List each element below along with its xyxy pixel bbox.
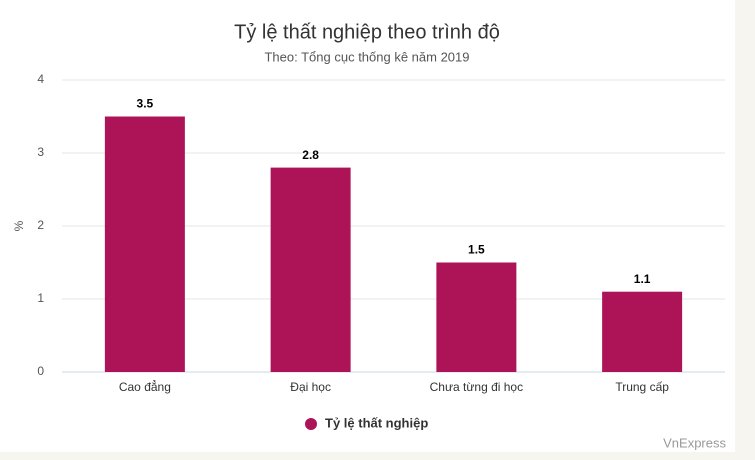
data-label: 1.1 — [634, 272, 651, 286]
y-tick-label: 3 — [37, 145, 44, 159]
credits: VnExpress — [663, 435, 726, 450]
chart-title: Tỷ lệ thất nghiệp theo trình độ — [234, 21, 500, 43]
legend-label[interactable]: Tỷ lệ thất nghiệp — [325, 415, 428, 430]
y-axis-label: % — [12, 220, 26, 231]
y-tick-label: 0 — [37, 364, 44, 378]
bar — [104, 116, 185, 372]
data-label: 1.5 — [468, 243, 485, 257]
chart: Tỷ lệ thất nghiệp theo trình độ Theo: Tổ… — [0, 0, 735, 452]
chart-subtitle: Theo: Tổng cục thống kê năm 2019 — [264, 49, 469, 64]
y-tick-label: 2 — [37, 218, 44, 232]
bar — [436, 262, 517, 372]
bar — [270, 167, 351, 372]
legend-marker — [305, 418, 317, 430]
y-tick-label: 1 — [37, 291, 44, 305]
x-tick-label: Chưa từng đi học — [430, 380, 523, 394]
x-tick-label: Trung cấp — [615, 380, 669, 394]
data-label: 3.5 — [137, 97, 154, 111]
bar — [602, 291, 683, 372]
x-tick-label: Đại học — [290, 380, 331, 394]
x-tick-label: Cao đẳng — [119, 379, 171, 394]
data-label: 2.8 — [302, 148, 319, 162]
y-tick-label: 4 — [37, 72, 44, 86]
